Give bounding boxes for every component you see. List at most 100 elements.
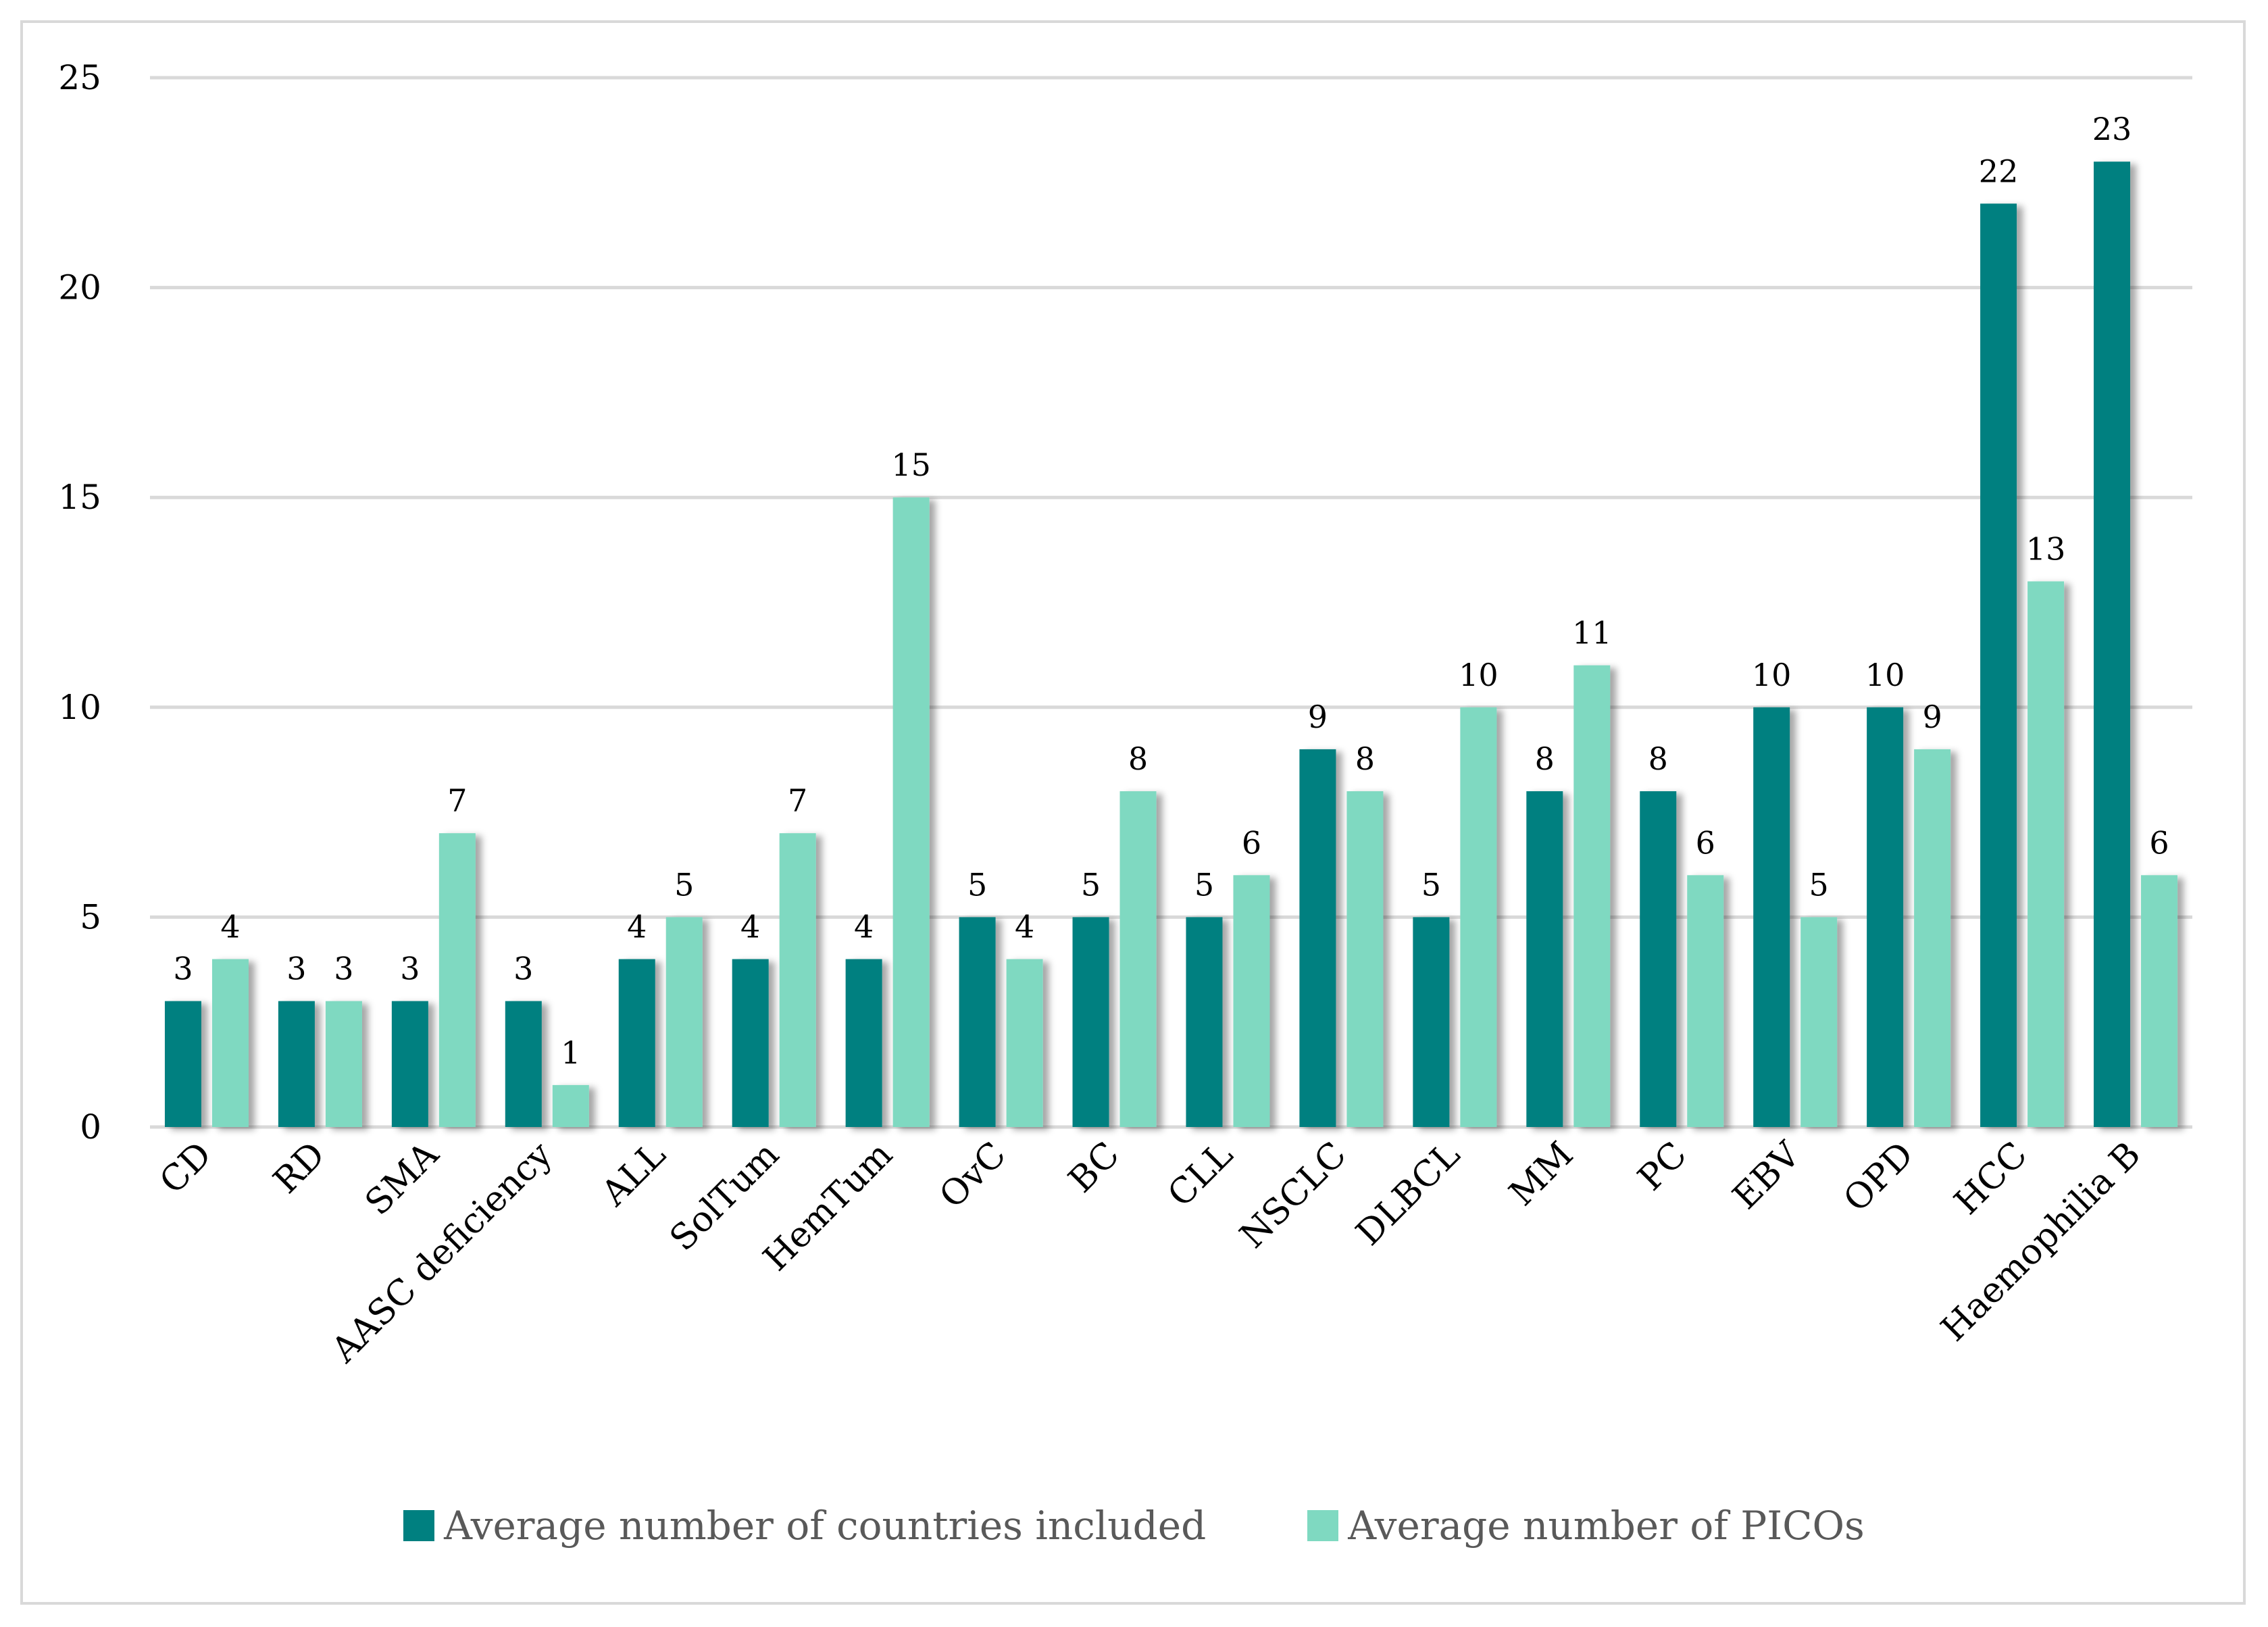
bar-countries-3: [505, 1001, 542, 1127]
bar-picos-13: [1687, 875, 1724, 1127]
bar-countries-4: [618, 959, 655, 1127]
data-label-countries-16: 22: [1979, 153, 2019, 189]
bar-picos-11: [1460, 707, 1497, 1127]
data-label-picos-1: 3: [334, 951, 353, 987]
bar-countries-10: [1299, 749, 1336, 1127]
data-label-picos-14: 5: [1809, 866, 1829, 903]
bar-countries-12: [1526, 791, 1563, 1127]
bar-picos-1: [325, 1001, 362, 1127]
bar-countries-17: [2094, 161, 2131, 1128]
data-label-countries-14: 10: [1752, 657, 1792, 693]
bar-picos-5: [779, 833, 816, 1127]
data-label-picos-7: 4: [1015, 909, 1034, 945]
category-label-8: BC: [1061, 1134, 1127, 1201]
category-label-17: Haemophilia B: [1934, 1134, 2148, 1349]
legend-item-picos: Average number of PICOs: [1307, 1503, 1865, 1549]
category-label-16: HCC: [1947, 1134, 2036, 1223]
data-label-countries-13: 8: [1648, 741, 1668, 777]
data-label-picos-13: 6: [1696, 824, 1715, 861]
legend-swatch-picos: [1307, 1510, 1339, 1541]
bar-picos-12: [1573, 665, 1611, 1127]
data-label-countries-8: 5: [1081, 866, 1101, 903]
category-label-7: OvC: [932, 1134, 1013, 1216]
bar-countries-11: [1413, 917, 1450, 1127]
data-label-countries-7: 5: [967, 866, 987, 903]
legend-swatch-countries: [403, 1510, 435, 1541]
bar-picos-4: [665, 917, 703, 1127]
y-tick-label-20: 20: [58, 268, 101, 307]
data-label-countries-11: 5: [1421, 866, 1441, 903]
data-label-picos-11: 10: [1459, 657, 1498, 693]
data-label-picos-12: 11: [1572, 615, 1612, 651]
data-label-countries-17: 23: [2092, 111, 2132, 147]
data-label-countries-9: 5: [1194, 866, 1214, 903]
category-label-10: NSCLC: [1232, 1134, 1354, 1256]
data-label-picos-0: 4: [220, 909, 240, 945]
bar-countries-9: [1186, 917, 1223, 1127]
bar-countries-13: [1640, 791, 1677, 1127]
data-label-countries-6: 4: [854, 909, 874, 945]
y-tick-label-15: 15: [58, 478, 101, 517]
category-label-14: EBV: [1725, 1134, 1809, 1218]
bar-countries-2: [391, 1001, 428, 1127]
bar-picos-9: [1233, 875, 1270, 1127]
data-label-countries-1: 3: [286, 951, 306, 987]
category-label-2: SMA: [357, 1134, 447, 1224]
category-label-4: ALL: [593, 1134, 674, 1215]
bar-picos-14: [1800, 917, 1838, 1127]
category-label-1: RD: [266, 1134, 334, 1202]
bar-countries-16: [1980, 203, 2017, 1127]
data-label-countries-5: 4: [740, 909, 760, 945]
bar-picos-0: [211, 959, 249, 1127]
gridlines: [150, 76, 2192, 1129]
data-label-picos-17: 6: [2149, 824, 2169, 861]
data-label-picos-4: 5: [674, 866, 694, 903]
data-label-picos-10: 8: [1355, 741, 1375, 777]
bar-picos-7: [1006, 959, 1043, 1127]
data-label-picos-6: 15: [891, 447, 931, 483]
y-tick-label-25: 25: [58, 58, 101, 97]
bar-countries-6: [845, 959, 882, 1127]
bar-picos-16: [2027, 581, 2065, 1127]
category-label-11: DLBCL: [1349, 1134, 1468, 1254]
data-label-picos-5: 7: [788, 782, 807, 819]
data-label-countries-0: 3: [173, 951, 193, 987]
category-label-0: CD: [152, 1134, 220, 1202]
bar-picos-6: [892, 497, 930, 1127]
category-label-15: OPD: [1836, 1134, 1922, 1220]
data-label-countries-3: 3: [513, 951, 533, 987]
bar-countries-14: [1753, 707, 1790, 1127]
data-label-countries-12: 8: [1535, 741, 1555, 777]
bar-countries-7: [959, 917, 996, 1127]
bar-picos-15: [1914, 749, 1951, 1127]
legend-label-countries: Average number of countries included: [444, 1503, 1207, 1549]
bar-picos-3: [552, 1084, 589, 1127]
bar-countries-8: [1072, 917, 1109, 1127]
legend: Average number of countries included Ave…: [0, 1499, 2268, 1553]
category-label-3: AASC deficiency: [324, 1134, 561, 1371]
bar-picos-2: [438, 833, 476, 1127]
category-label-12: MM: [1502, 1134, 1582, 1214]
bars: [164, 161, 2178, 1128]
y-tick-label-10: 10: [58, 688, 101, 727]
data-label-picos-15: 9: [1922, 699, 1942, 735]
category-label-13: PC: [1630, 1134, 1694, 1199]
y-axis-tick-labels: 0 5 10 15 20 25: [58, 58, 101, 1147]
bar-countries-5: [732, 959, 769, 1127]
data-label-countries-10: 9: [1308, 699, 1328, 735]
bar-countries-0: [164, 1001, 201, 1127]
category-label-9: CLL: [1160, 1134, 1240, 1215]
y-tick-label-5: 5: [80, 897, 101, 936]
bar-picos-17: [2141, 875, 2178, 1127]
data-label-picos-8: 8: [1128, 741, 1148, 777]
bar-countries-1: [278, 1001, 315, 1127]
data-label-countries-4: 4: [627, 909, 647, 945]
data-labels: 343 3 373145474155458569851081186105109221…: [173, 111, 2169, 1071]
legend-label-picos: Average number of PICOs: [1348, 1503, 1865, 1549]
y-tick-label-0: 0: [80, 1107, 101, 1147]
data-label-picos-3: 1: [561, 1034, 580, 1071]
data-label-picos-16: 13: [2026, 530, 2066, 567]
data-label-picos-9: 6: [1242, 824, 1261, 861]
